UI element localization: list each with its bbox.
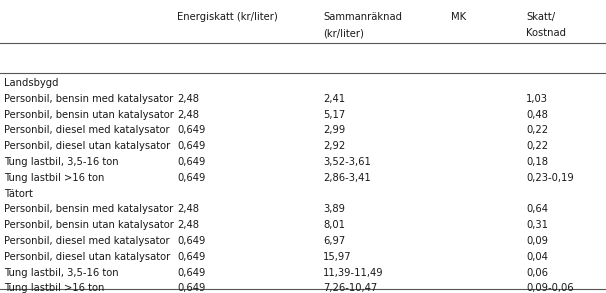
Text: 2,48: 2,48 <box>177 110 199 120</box>
Text: 1,03: 1,03 <box>526 94 548 104</box>
Text: Personbil, diesel utan katalysator: Personbil, diesel utan katalysator <box>4 252 170 262</box>
Text: 2,48: 2,48 <box>177 94 199 104</box>
Text: Personbil, diesel med katalysator: Personbil, diesel med katalysator <box>4 125 170 135</box>
Text: 0,649: 0,649 <box>177 141 205 151</box>
Text: 5,17: 5,17 <box>323 110 345 120</box>
Text: 8,01: 8,01 <box>323 220 345 230</box>
Text: Tung lastbil, 3,5-16 ton: Tung lastbil, 3,5-16 ton <box>4 268 119 277</box>
Text: Tung lastbil >16 ton: Tung lastbil >16 ton <box>4 283 104 293</box>
Text: Personbil, bensin med katalysator: Personbil, bensin med katalysator <box>4 205 173 214</box>
Text: 0,649: 0,649 <box>177 157 205 167</box>
Text: 0,64: 0,64 <box>526 205 548 214</box>
Text: Personbil, bensin utan katalysator: Personbil, bensin utan katalysator <box>4 110 174 120</box>
Text: 2,48: 2,48 <box>177 205 199 214</box>
Text: 0,23-0,19: 0,23-0,19 <box>526 173 574 183</box>
Text: Personbil, diesel med katalysator: Personbil, diesel med katalysator <box>4 236 170 246</box>
Text: 0,649: 0,649 <box>177 283 205 293</box>
Text: 2,41: 2,41 <box>323 94 345 104</box>
Text: 0,649: 0,649 <box>177 268 205 277</box>
Text: Energiskatt (kr/liter): Energiskatt (kr/liter) <box>177 12 278 22</box>
Text: 3,89: 3,89 <box>323 205 345 214</box>
Text: 0,22: 0,22 <box>526 141 548 151</box>
Text: 11,39-11,49: 11,39-11,49 <box>323 268 384 277</box>
Text: 0,31: 0,31 <box>526 220 548 230</box>
Text: 2,86-3,41: 2,86-3,41 <box>323 173 371 183</box>
Text: Tung lastbil, 3,5-16 ton: Tung lastbil, 3,5-16 ton <box>4 157 119 167</box>
Text: Personbil, bensin med katalysator: Personbil, bensin med katalysator <box>4 94 173 104</box>
Text: 0,22: 0,22 <box>526 125 548 135</box>
Text: Tätort: Tätort <box>4 189 33 199</box>
Text: 0,48: 0,48 <box>526 110 548 120</box>
Text: 7,26-10,47: 7,26-10,47 <box>323 283 378 293</box>
Text: (kr/liter): (kr/liter) <box>323 28 364 38</box>
Text: 0,649: 0,649 <box>177 125 205 135</box>
Text: 2,48: 2,48 <box>177 220 199 230</box>
Text: Tung lastbil >16 ton: Tung lastbil >16 ton <box>4 173 104 183</box>
Text: 0,649: 0,649 <box>177 173 205 183</box>
Text: 15,97: 15,97 <box>323 252 351 262</box>
Text: Personbil, diesel utan katalysator: Personbil, diesel utan katalysator <box>4 141 170 151</box>
Text: Personbil, bensin utan katalysator: Personbil, bensin utan katalysator <box>4 220 174 230</box>
Text: Sammanräknad: Sammanräknad <box>323 12 402 22</box>
Text: 2,99: 2,99 <box>323 125 345 135</box>
Text: 0,18: 0,18 <box>526 157 548 167</box>
Text: 0,09-0,06: 0,09-0,06 <box>526 283 574 293</box>
Text: 0,06: 0,06 <box>526 268 548 277</box>
Text: 0,09: 0,09 <box>526 236 548 246</box>
Text: Landsbygd: Landsbygd <box>4 78 59 88</box>
Text: Skatt/: Skatt/ <box>526 12 555 22</box>
Text: MK: MK <box>451 12 466 22</box>
Text: 0,649: 0,649 <box>177 236 205 246</box>
Text: Kostnad: Kostnad <box>526 28 566 38</box>
Text: 0,04: 0,04 <box>526 252 548 262</box>
Text: 2,92: 2,92 <box>323 141 345 151</box>
Text: 6,97: 6,97 <box>323 236 345 246</box>
Text: 3,52-3,61: 3,52-3,61 <box>323 157 371 167</box>
Text: 0,649: 0,649 <box>177 252 205 262</box>
